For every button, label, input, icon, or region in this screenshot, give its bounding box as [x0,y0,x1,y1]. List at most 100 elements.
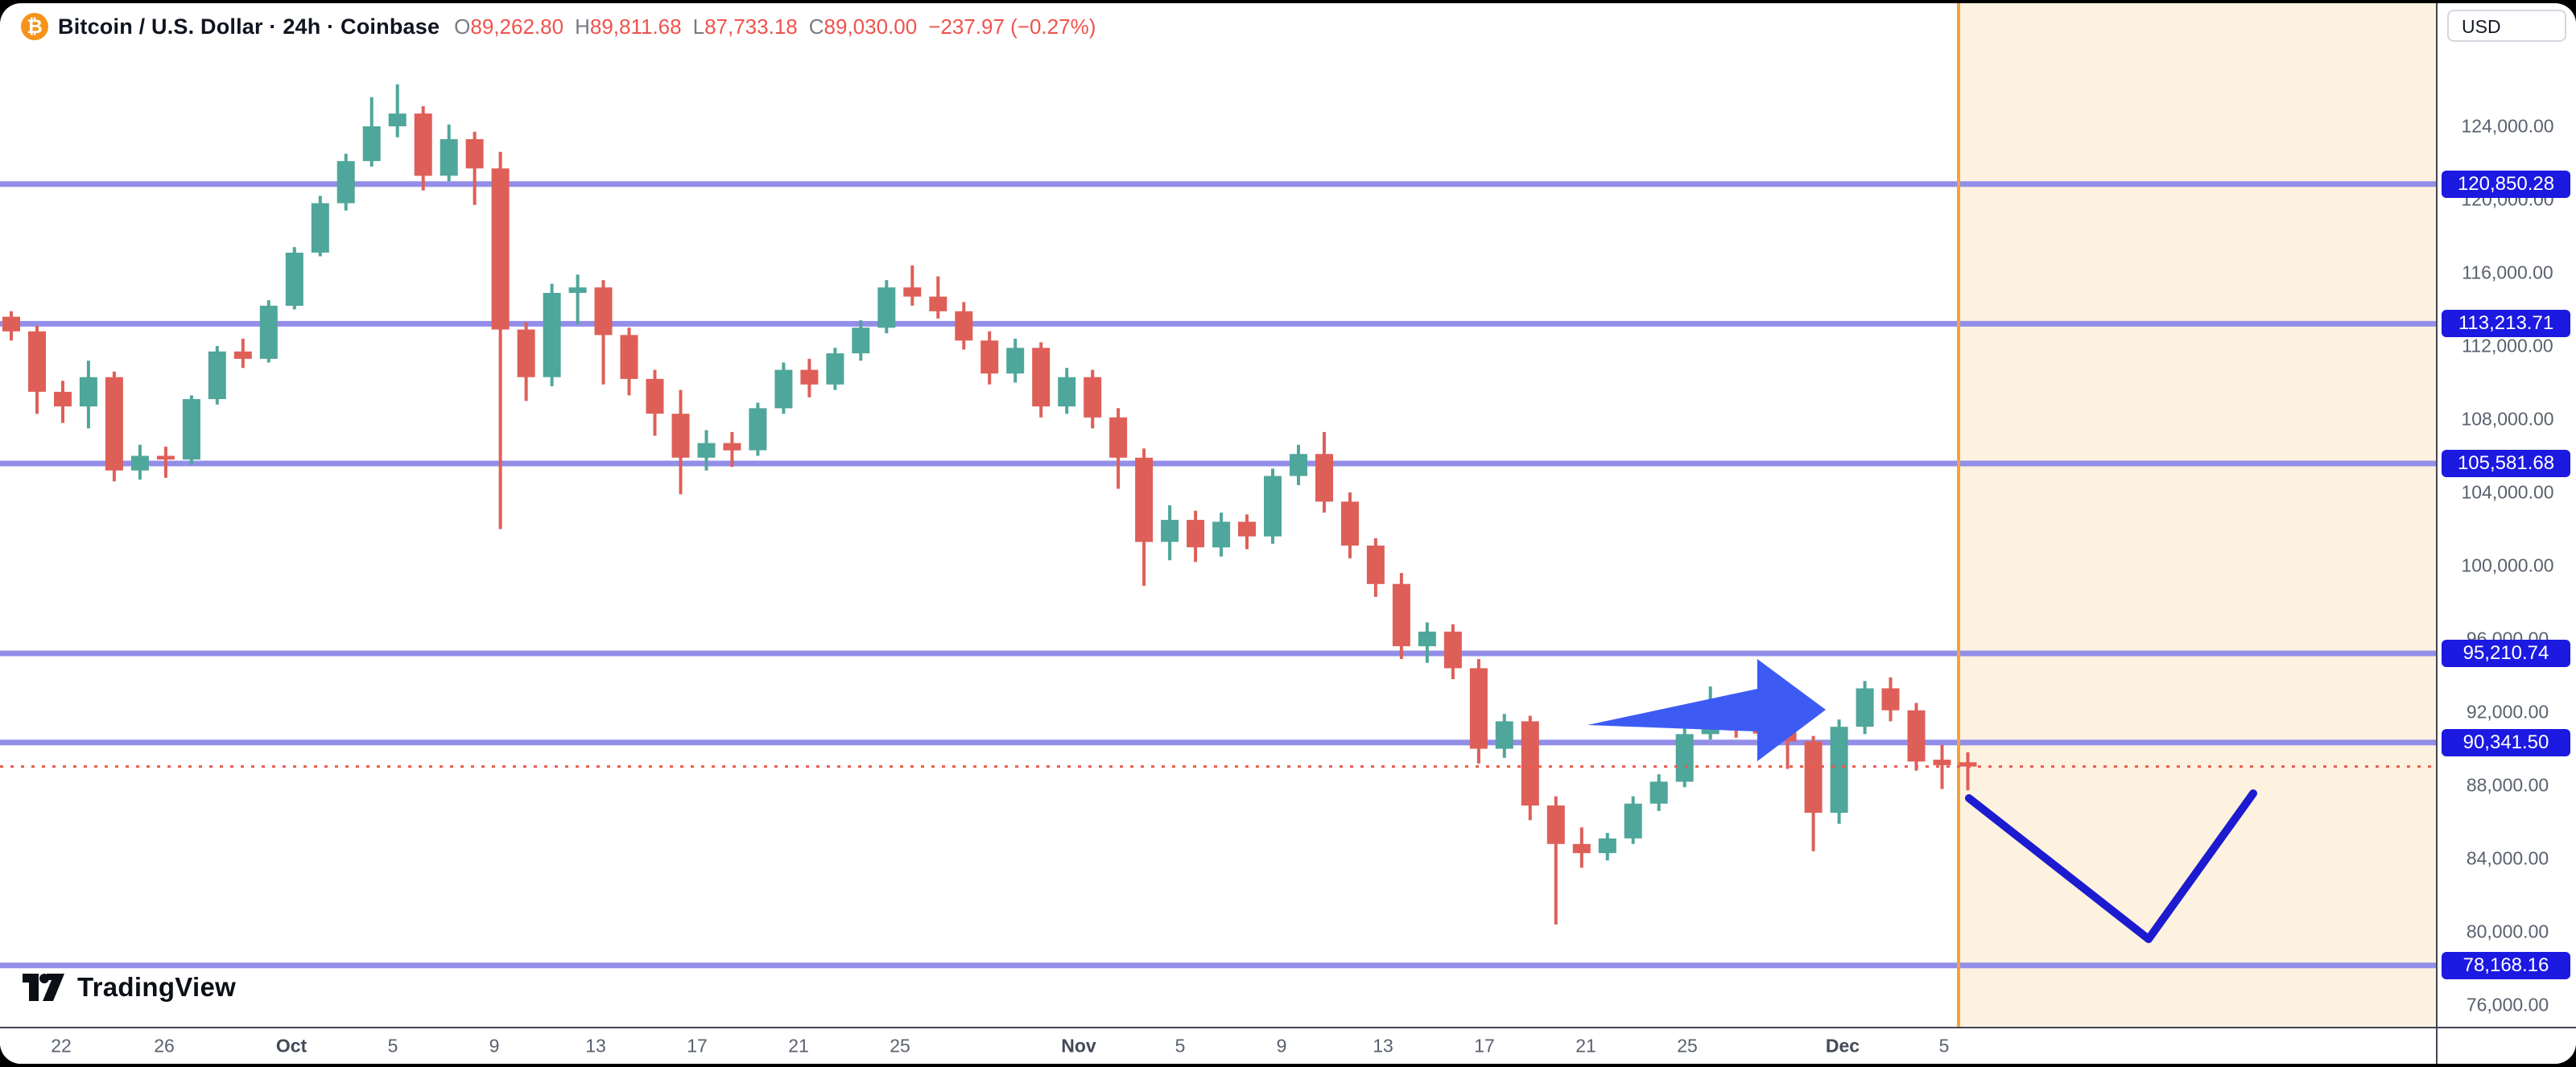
time-label: 26 [154,1035,175,1057]
candle [2,316,20,332]
candle [826,353,844,385]
time-axis[interactable]: 22 26 Oct 5 9 13 17 21 25 Nov 5 9 13 17 21 25 Dec 5 [0,1027,2576,1064]
candle [1907,710,1926,762]
candle [1238,521,1256,537]
price-tick: 108,000.00 [2461,408,2554,430]
candle [1315,454,1333,502]
ohlc-high: H89,811.68 [575,14,682,39]
price-level-badge: 90,341.50 [2442,728,2570,756]
candle [1161,520,1179,542]
time-label: 9 [1276,1035,1287,1057]
symbol-title-bar[interactable]: ₿ Bitcoin / U.S. Dollar · 24h · Coinbase… [21,13,1096,40]
candle [671,414,690,458]
candle [1341,501,1359,546]
price-tick: 104,000.00 [2461,481,2554,503]
price-level-badge: 78,168.16 [2442,951,2570,979]
candle [903,287,922,297]
candle [620,335,638,379]
candle [1881,688,1900,711]
candle [1546,805,1565,844]
time-label: 13 [1373,1035,1393,1057]
candle [1495,721,1513,749]
candle [1264,476,1282,537]
candle [852,328,870,354]
price-tick: 92,000.00 [2466,701,2549,723]
candle [105,377,123,471]
axis-corner-separator [2436,1028,2438,1064]
time-label: 5 [387,1035,398,1057]
time-label: 21 [788,1035,809,1057]
candle [1649,781,1668,804]
candle [1959,762,1977,767]
candle [259,305,278,359]
candle [208,351,226,399]
currency-button[interactable]: USD [2447,10,2566,42]
chart-area[interactable] [0,3,2436,1027]
candle [877,287,896,328]
candle [1392,583,1410,647]
candle [1084,377,1102,418]
candle [465,138,484,169]
candle [1290,454,1307,476]
candle [414,113,432,176]
candle [800,369,819,385]
price-tick: 88,000.00 [2466,774,2549,796]
candle [980,340,999,374]
candle [79,377,97,407]
chart-svg[interactable] [0,3,2436,1027]
candle [388,113,407,126]
candle [233,351,252,359]
candle [568,287,587,293]
candle [1366,546,1385,584]
time-label: 5 [1938,1035,1950,1057]
price-tick: 76,000.00 [2466,994,2549,1016]
price-tick: 116,000.00 [2462,262,2553,283]
symbol-title: Bitcoin / U.S. Dollar · 24h · Coinbase [58,14,440,39]
change-value: −237.97 (−0.27%) [928,14,1096,39]
candle [1856,688,1874,727]
ohlc-close: C89,030.00 [808,14,918,39]
candle [1109,417,1128,458]
candle [1443,631,1462,669]
candle [311,203,329,253]
price-tick: 80,000.00 [2466,921,2549,942]
time-label: 17 [687,1035,708,1057]
price-axis[interactable]: USD 124,000.00 120,000.00 116,000.00 112,00… [2436,3,2576,1027]
price-level-badge: 95,210.74 [2442,640,2570,667]
candle [1572,843,1591,854]
candle [517,329,535,377]
time-label-month: Dec [1825,1035,1860,1057]
price-tick: 100,000.00 [2461,554,2554,576]
candle [697,443,716,458]
tradingview-widget: ₿ Bitcoin / U.S. Dollar · 24h · Coinbase… [0,3,2576,1064]
candle [1418,631,1436,647]
candle [929,296,947,311]
candle [1624,803,1642,838]
tradingview-watermark-text: TradingView [77,972,237,1002]
time-label: 25 [890,1035,910,1057]
price-level-badge: 113,213.71 [2442,310,2570,338]
candle [156,455,175,460]
ohlc-open: O89,262.80 [454,14,564,39]
price-tick: 84,000.00 [2466,847,2549,869]
arrow-annotation[interactable] [1587,659,1826,761]
candle [646,378,664,414]
tradingview-watermark[interactable]: TradingView [23,972,236,1003]
time-label: 21 [1575,1035,1596,1057]
candle [1135,457,1154,542]
zigzag-annotation[interactable] [1965,789,2257,943]
candle [1521,721,1539,806]
candle [955,311,973,341]
price-tick: 124,000.00 [2461,115,2554,137]
time-label-month: Nov [1061,1035,1096,1057]
ohlc-strip: O89,262.80 H89,811.68 L87,733.18 C89,030… [454,14,1096,39]
candle [1469,668,1488,749]
time-label: 17 [1474,1035,1495,1057]
price-tick: 112,000.00 [2462,335,2553,356]
candle [28,331,46,392]
bitcoin-logo-icon: ₿ [21,13,48,40]
candle [362,126,381,162]
candle [1933,760,1951,765]
candle [491,168,510,330]
candle [1006,348,1025,374]
